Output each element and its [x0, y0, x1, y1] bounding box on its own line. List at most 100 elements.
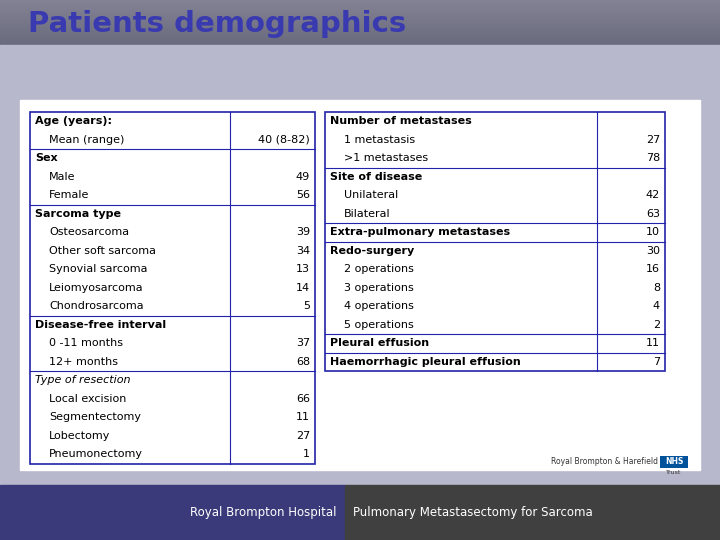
Text: Haemorrhagic pleural effusion: Haemorrhagic pleural effusion: [330, 357, 521, 367]
Bar: [0, 40, 720, 41]
Bar: [0, 19, 720, 20]
Bar: [0, 50, 720, 51]
Bar: [0, 29, 720, 30]
Bar: [0, 28, 720, 29]
Bar: [0, 86, 720, 87]
Text: 16: 16: [646, 264, 660, 274]
Text: Synovial sarcoma: Synovial sarcoma: [49, 264, 148, 274]
Bar: [0, 77, 720, 78]
Bar: [0, 16, 720, 17]
Bar: [0, 24, 720, 25]
Bar: [0, 32, 720, 33]
Bar: [0, 49, 720, 50]
Text: 13: 13: [296, 264, 310, 274]
Text: 4: 4: [653, 301, 660, 311]
Bar: [0, 91, 720, 92]
Bar: [0, 97, 720, 98]
Bar: [0, 92, 720, 93]
Bar: [0, 7, 720, 8]
Bar: [0, 76, 720, 77]
Bar: [0, 37, 720, 38]
Bar: [0, 15, 720, 16]
Bar: [0, 13, 720, 14]
Bar: [0, 0, 720, 1]
Bar: [0, 23, 720, 24]
Bar: [345, 485, 720, 540]
Bar: [0, 96, 720, 97]
Text: Mean (range): Mean (range): [49, 135, 125, 145]
Text: 34: 34: [296, 246, 310, 256]
Bar: [0, 21, 720, 22]
Text: 11: 11: [296, 412, 310, 422]
Bar: [0, 17, 720, 18]
Text: 39: 39: [296, 227, 310, 237]
Bar: [0, 80, 720, 81]
Text: Local excision: Local excision: [49, 394, 127, 404]
Text: Trust: Trust: [666, 470, 682, 476]
Bar: [0, 72, 720, 73]
Text: Sex: Sex: [35, 153, 58, 163]
Text: 30: 30: [646, 246, 660, 256]
Text: Unilateral: Unilateral: [344, 190, 398, 200]
Bar: [0, 27, 720, 28]
Bar: [0, 2, 720, 3]
Bar: [0, 22, 720, 23]
Text: 78: 78: [646, 153, 660, 163]
Text: Redo-surgery: Redo-surgery: [330, 246, 414, 256]
Bar: [0, 1, 720, 2]
Bar: [0, 88, 720, 89]
Text: Segmentectomy: Segmentectomy: [49, 412, 141, 422]
Bar: [0, 70, 720, 71]
Text: Other soft sarcoma: Other soft sarcoma: [49, 246, 156, 256]
Text: Bilateral: Bilateral: [344, 209, 391, 219]
Text: 1: 1: [303, 449, 310, 459]
Text: 8: 8: [653, 283, 660, 293]
Bar: [0, 43, 720, 44]
Text: 12+ months: 12+ months: [49, 357, 118, 367]
Text: NHS: NHS: [665, 457, 683, 467]
Bar: [0, 14, 720, 15]
Text: 40 (8-82): 40 (8-82): [258, 135, 310, 145]
Bar: [0, 30, 720, 31]
Bar: [0, 57, 720, 58]
Bar: [0, 45, 720, 485]
Bar: [0, 94, 720, 95]
Bar: [0, 31, 720, 32]
Bar: [0, 81, 720, 82]
Text: 4 operations: 4 operations: [344, 301, 414, 311]
Bar: [0, 75, 720, 76]
Text: 0 -11 months: 0 -11 months: [49, 338, 123, 348]
Text: Chondrosarcoma: Chondrosarcoma: [49, 301, 143, 311]
Text: 42: 42: [646, 190, 660, 200]
Text: Age (years):: Age (years):: [35, 116, 112, 126]
Text: 2 operations: 2 operations: [344, 264, 414, 274]
Bar: [0, 67, 720, 68]
Text: Site of disease: Site of disease: [330, 172, 422, 182]
Text: 66: 66: [296, 394, 310, 404]
Bar: [0, 42, 720, 43]
Text: Type of resection: Type of resection: [35, 375, 130, 385]
Bar: [0, 55, 720, 56]
Bar: [0, 89, 720, 90]
Bar: [0, 35, 720, 36]
Text: Female: Female: [49, 190, 89, 200]
Text: Osteosarcoma: Osteosarcoma: [49, 227, 129, 237]
Bar: [0, 20, 720, 21]
Bar: [0, 26, 720, 27]
Bar: [0, 48, 720, 49]
Bar: [0, 33, 720, 34]
Bar: [0, 6, 720, 7]
Bar: [0, 4, 720, 5]
Bar: [0, 98, 720, 99]
Bar: [0, 59, 720, 60]
Bar: [0, 46, 720, 47]
Text: 11: 11: [646, 338, 660, 348]
Text: 49: 49: [296, 172, 310, 182]
Bar: [0, 69, 720, 70]
Bar: [0, 34, 720, 35]
Bar: [0, 84, 720, 85]
Text: Royal Brompton Hospital: Royal Brompton Hospital: [191, 506, 337, 519]
Bar: [0, 82, 720, 83]
Bar: [0, 90, 720, 91]
Bar: [0, 47, 720, 48]
